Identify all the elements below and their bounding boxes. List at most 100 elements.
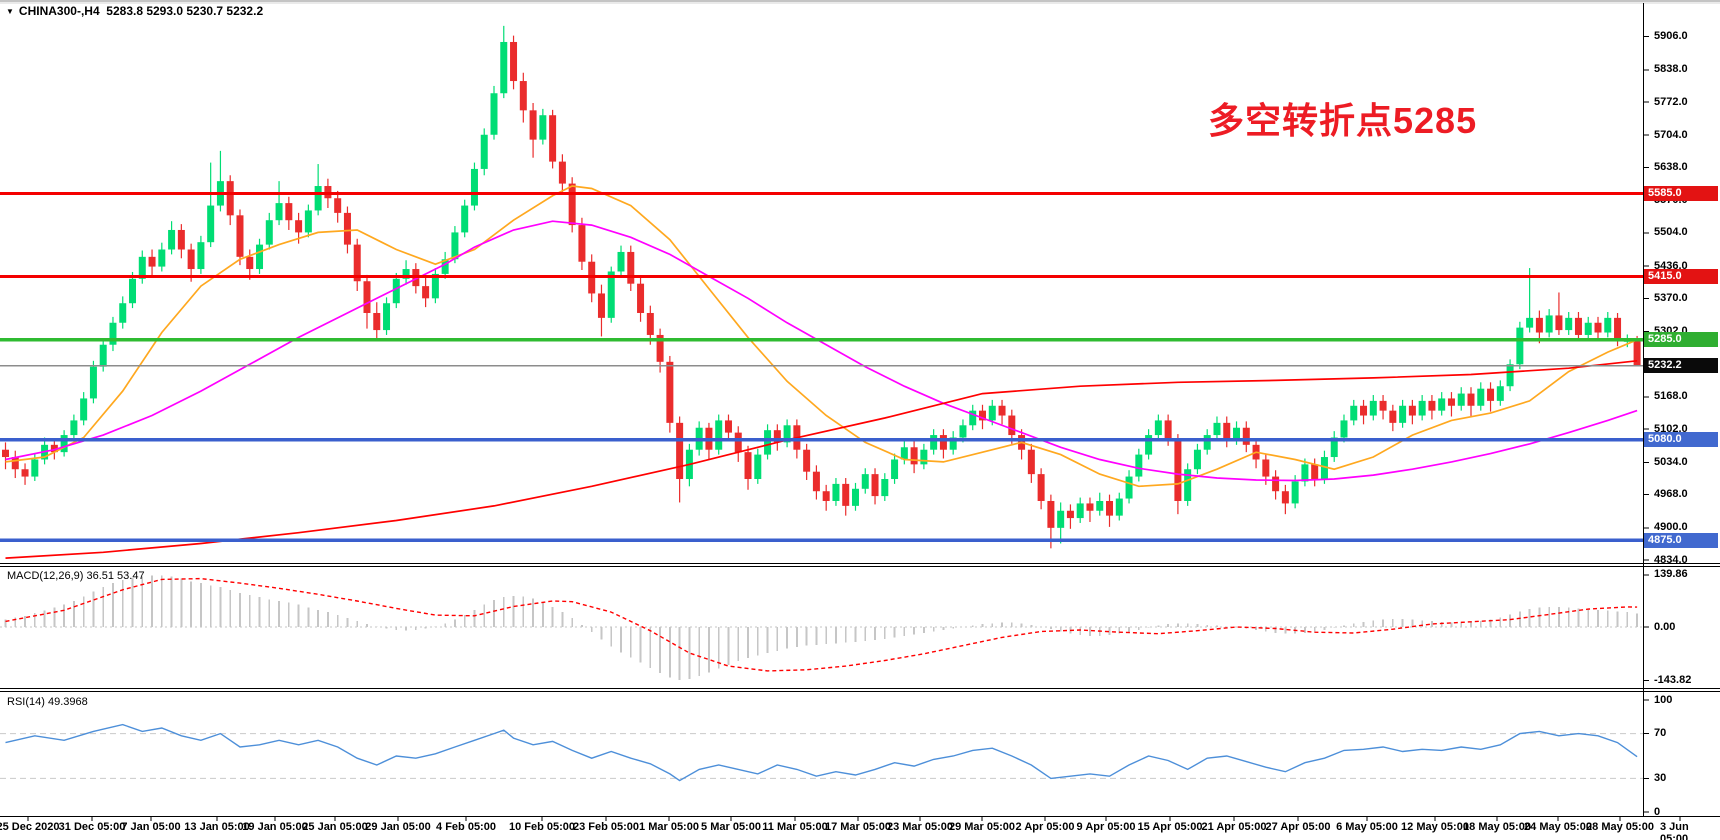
price-tick-label: 5034.0 — [1654, 455, 1688, 468]
bear-candle — [1379, 400, 1387, 411]
bear-candle — [226, 181, 234, 216]
bear-candle — [373, 312, 381, 331]
bull-candle — [1584, 322, 1592, 335]
bear-candle — [50, 444, 58, 453]
rsi-indicator-label: RSI(14) 49.3968 — [7, 696, 88, 708]
macd-signal-line — [5, 577, 1638, 672]
trend-annotation: 多空转折点5285 — [1208, 100, 1478, 141]
bear-candle — [773, 430, 781, 443]
bull-candle — [1115, 498, 1123, 516]
bull-candle — [1203, 435, 1211, 450]
price-tick-label: 5638.0 — [1654, 160, 1688, 173]
bear-candle — [744, 452, 752, 480]
bull-candle — [490, 93, 498, 135]
date-label: 15 Apr 05:00 — [1137, 821, 1203, 833]
bull-candle — [959, 425, 967, 438]
bull-candle — [1350, 405, 1358, 421]
bull-candle — [383, 303, 391, 331]
bull-candle — [1096, 500, 1104, 511]
bear-candle — [1447, 398, 1455, 406]
bull-candle — [480, 134, 488, 169]
hline-price-label: 5285.0 — [1644, 332, 1718, 348]
bull-candle — [138, 256, 146, 279]
ma-fast-orange — [5, 185, 1638, 488]
bull-candle — [1320, 457, 1328, 480]
date-label: 6 May 05:00 — [1336, 821, 1398, 833]
bull-candle — [1565, 317, 1573, 331]
bear-candle — [1535, 317, 1543, 333]
bull-candle — [832, 483, 840, 501]
bear-candle — [11, 457, 19, 470]
bull-candle — [1604, 317, 1612, 333]
bull-candle — [402, 269, 410, 279]
hline-price-label: 5080.0 — [1644, 432, 1718, 448]
date-label: 5 Mar 05:00 — [701, 821, 761, 833]
bear-candle — [998, 405, 1006, 416]
bull-candle — [754, 454, 762, 480]
bear-candle — [236, 215, 244, 257]
date-label: 4 Feb 05:00 — [436, 821, 496, 833]
hline-price-label: 5415.0 — [1644, 268, 1718, 284]
bear-candle — [1594, 322, 1602, 333]
date-label: 29 Mar 05:00 — [948, 821, 1016, 833]
bull-candle — [1184, 469, 1192, 501]
bull-candle — [461, 205, 469, 233]
bear-candle — [246, 256, 254, 270]
bull-candle — [168, 229, 176, 250]
bull-candle — [1135, 454, 1143, 477]
bull-candle — [31, 459, 39, 477]
bull-candle — [851, 488, 859, 506]
bear-candle — [1555, 315, 1563, 331]
macd-tick-label: -143.82 — [1654, 674, 1692, 686]
bull-candle — [1301, 464, 1309, 482]
bull-candle — [920, 449, 928, 465]
bear-candle — [1281, 491, 1289, 504]
ma-slow-red — [5, 359, 1638, 559]
bear-candle — [285, 203, 293, 221]
bear-candle — [1223, 422, 1231, 440]
date-label: 29 Jan 05:00 — [365, 821, 431, 833]
bear-candle — [1389, 410, 1397, 423]
bear-candle — [1262, 459, 1270, 477]
bear-candle — [822, 491, 830, 501]
bear-candle — [656, 334, 664, 362]
symbol-title: CHINA300-,H4 — [18, 4, 100, 18]
chevron-down-icon[interactable]: ▼ — [6, 7, 14, 16]
bear-candle — [1428, 400, 1436, 411]
bear-candle — [295, 220, 303, 233]
bear-candle — [578, 225, 586, 262]
bear-candle — [1574, 317, 1582, 335]
bull-candle — [900, 447, 908, 460]
bear-candle — [519, 81, 527, 111]
bull-candle — [265, 220, 273, 245]
bear-candle — [1047, 500, 1055, 528]
symbol-info-bar: ▼ CHINA300-,H4 5283.8 5293.0 5230.7 5232.… — [6, 4, 263, 18]
bear-candle — [2, 449, 9, 458]
bear-candle — [666, 361, 674, 423]
bear-candle — [549, 115, 557, 162]
bear-candle — [1633, 340, 1641, 366]
bear-candle — [1008, 415, 1016, 436]
bull-candle — [1057, 510, 1065, 528]
bull-candle — [783, 425, 791, 443]
bull-candle — [392, 278, 400, 304]
price-tick-label: 5102.0 — [1654, 422, 1688, 435]
ma-mid-magenta — [5, 220, 1638, 482]
date-label: 10 Feb 05:00 — [508, 821, 576, 833]
price-tick-label: 5772.0 — [1654, 95, 1688, 108]
bear-candle — [148, 256, 156, 267]
date-label: 3 Jun 05:00 — [1660, 821, 1689, 840]
bull-candle — [1193, 449, 1201, 470]
bull-candle — [891, 459, 899, 480]
bear-candle — [1106, 500, 1114, 516]
bear-candle — [1614, 317, 1622, 342]
rsi-tick-label: 100 — [1654, 693, 1673, 706]
bear-candle — [1242, 427, 1250, 445]
date-label: 28 May 05:00 — [1586, 821, 1654, 833]
bull-candle — [441, 259, 449, 274]
bull-candle — [70, 420, 78, 436]
macd-tick-label: 139.86 — [1654, 568, 1688, 581]
bull-candle — [1076, 503, 1084, 519]
bear-candle — [1037, 474, 1045, 501]
